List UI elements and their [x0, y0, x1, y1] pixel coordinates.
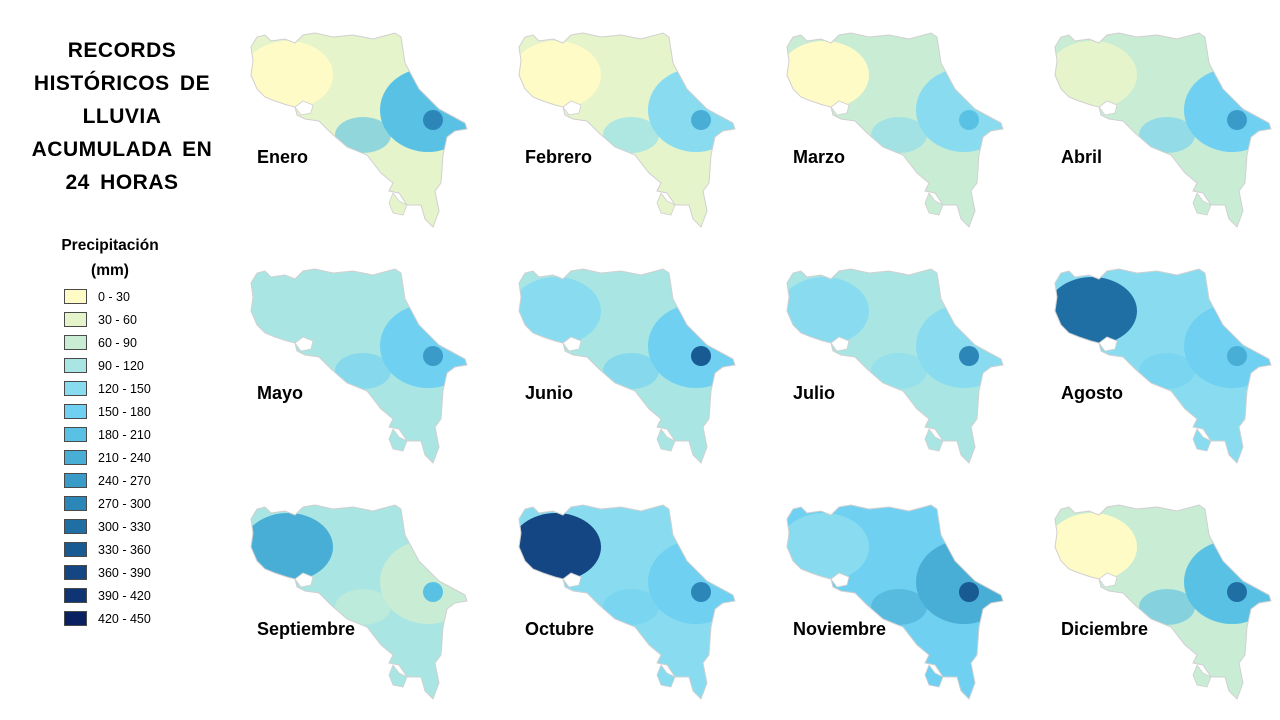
month-label: Diciembre [1061, 619, 1149, 639]
legend-item: 150 - 180 [64, 400, 151, 423]
costa-rica-map [518, 504, 736, 700]
legend-label: 360 - 390 [98, 565, 151, 580]
legend-swatch [64, 542, 87, 557]
legend-item: 60 - 90 [64, 331, 151, 354]
legend-title-line: Precipitación [61, 237, 159, 254]
month-map-enero: Enero [243, 15, 483, 235]
month-label: Junio [525, 383, 573, 403]
costa-rica-map [250, 32, 468, 228]
legend-item: 390 - 420 [64, 584, 151, 607]
legend-label: 420 - 450 [98, 611, 151, 626]
costa-rica-map [518, 268, 736, 464]
legend-item: 300 - 330 [64, 515, 151, 538]
legend-item: 0 - 30 [64, 285, 151, 308]
costa-rica-map [1054, 32, 1272, 228]
month-label: Julio [793, 383, 836, 403]
legend-swatch [64, 473, 87, 488]
month-map-mayo: Mayo [243, 251, 483, 471]
legend-label: 330 - 360 [98, 542, 151, 557]
month-label: Febrero [525, 147, 593, 167]
title-line: ACUMULADA EN [31, 138, 213, 161]
legend-swatch [64, 496, 87, 511]
month-label: Septiembre [257, 619, 356, 639]
month-map-julio: Julio [779, 251, 1019, 471]
legend-label: 60 - 90 [98, 335, 137, 350]
month-map-noviembre: Noviembre [779, 487, 1019, 707]
costa-rica-map [786, 504, 1004, 700]
costa-rica-map [1054, 504, 1272, 700]
legend-label: 0 - 30 [98, 289, 130, 304]
legend-item: 420 - 450 [64, 607, 151, 630]
costa-rica-map [518, 32, 736, 228]
legend-swatch [64, 404, 87, 419]
month-map-diciembre: Diciembre [1047, 487, 1280, 707]
costa-rica-map [786, 268, 1004, 464]
legend-item: 240 - 270 [64, 469, 151, 492]
legend-swatch [64, 588, 87, 603]
title-line: 24 HORAS [65, 171, 179, 194]
month-map-agosto: Agosto [1047, 251, 1280, 471]
month-map-junio: Junio [511, 251, 751, 471]
month-map-abril: Abril [1047, 15, 1280, 235]
month-label: Octubre [525, 619, 595, 639]
legend: 0 - 30 30 - 60 60 - 90 90 - 120 120 - 150 150… [64, 285, 151, 630]
legend-label: 30 - 60 [98, 312, 137, 327]
legend-item: 210 - 240 [64, 446, 151, 469]
title-line: RECORDS [67, 39, 177, 62]
legend-item: 90 - 120 [64, 354, 151, 377]
legend-label: 120 - 150 [98, 381, 151, 396]
costa-rica-map [250, 504, 468, 700]
title-line: LLUVIA [82, 105, 162, 128]
legend-swatch [64, 335, 87, 350]
legend-label: 210 - 240 [98, 450, 151, 465]
month-label: Enero [257, 147, 309, 167]
title-line: HISTÓRICOS DE [33, 72, 211, 95]
legend-label: 270 - 300 [98, 496, 151, 511]
legend-item: 360 - 390 [64, 561, 151, 584]
legend-swatch [64, 565, 87, 580]
legend-item: 180 - 210 [64, 423, 151, 446]
legend-item: 330 - 360 [64, 538, 151, 561]
costa-rica-map [786, 32, 1004, 228]
month-label: Marzo [793, 147, 846, 167]
legend-title-unit: (mm) [91, 262, 129, 279]
legend-swatch [64, 312, 87, 327]
legend-label: 390 - 420 [98, 588, 151, 603]
legend-swatch [64, 358, 87, 373]
month-label: Mayo [257, 383, 304, 403]
legend-label: 90 - 120 [98, 358, 144, 373]
legend-swatch [64, 611, 87, 626]
costa-rica-map [250, 268, 468, 464]
legend-title: Precipitación (mm) [40, 233, 180, 283]
legend-swatch [64, 381, 87, 396]
month-label: Agosto [1061, 383, 1123, 403]
map-title: RECORDS HISTÓRICOS DE LLUVIA ACUMULADA E… [18, 34, 226, 199]
legend-item: 270 - 300 [64, 492, 151, 515]
legend-label: 150 - 180 [98, 404, 151, 419]
legend-item: 120 - 150 [64, 377, 151, 400]
month-label: Noviembre [793, 619, 887, 639]
legend-label: 240 - 270 [98, 473, 151, 488]
costa-rica-map [1054, 268, 1272, 464]
legend-swatch [64, 289, 87, 304]
month-map-marzo: Marzo [779, 15, 1019, 235]
legend-swatch [64, 519, 87, 534]
legend-label: 300 - 330 [98, 519, 151, 534]
legend-swatch [64, 450, 87, 465]
month-map-febrero: Febrero [511, 15, 751, 235]
legend-item: 30 - 60 [64, 308, 151, 331]
legend-label: 180 - 210 [98, 427, 151, 442]
month-map-septiembre: Septiembre [243, 487, 483, 707]
legend-swatch [64, 427, 87, 442]
month-label: Abril [1061, 147, 1103, 167]
month-map-octubre: Octubre [511, 487, 751, 707]
